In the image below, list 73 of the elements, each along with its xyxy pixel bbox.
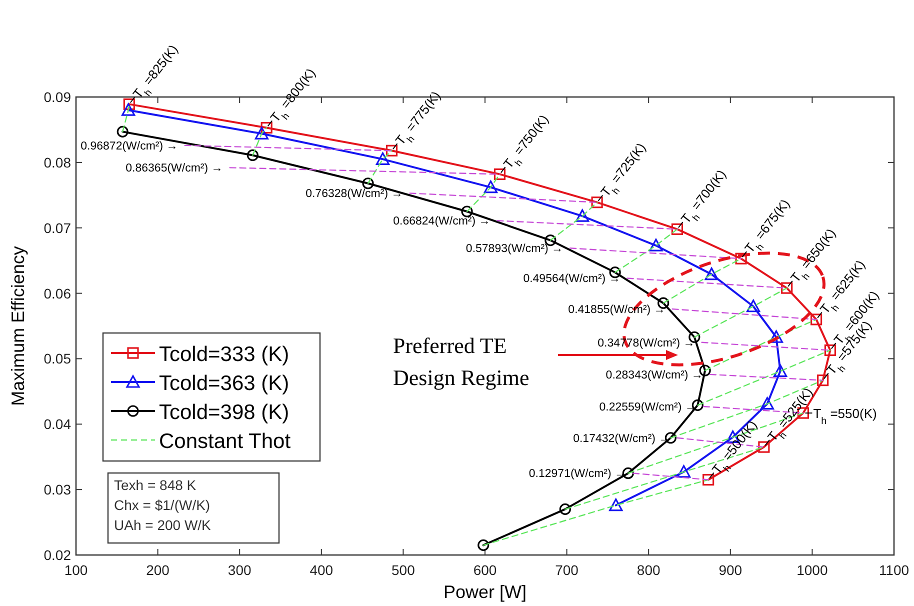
point [658,297,670,309]
point [769,330,784,343]
point [116,126,128,138]
point [254,126,268,140]
x-tick-label: 200 [146,562,170,578]
point [591,196,603,208]
y-tick-label: 0.08 [44,154,72,170]
point [676,465,691,478]
point [781,282,793,294]
x-tick-label: 700 [555,562,579,578]
point [758,441,770,453]
annotation: 0.28343(W/cm²) → [606,369,703,382]
x-tick-label: 600 [473,562,497,578]
legend-label: Constant Thot [159,430,291,453]
annotation: T$_{h}$ =550(K) [813,406,877,427]
y-tick-label: 0.09 [44,89,72,105]
annotation: Preferred TE Design Regime [393,333,530,390]
annotation: UAh = 200 W/K [114,517,212,533]
point [246,149,258,162]
annotation: 0.49564(W/cm²) → [523,273,620,286]
point [559,503,571,515]
point [746,300,760,312]
point [702,474,714,486]
annotation: 0.41855(W/cm²) → [568,304,666,316]
point [376,152,390,165]
annotation: 0.66824(W/cm²) → [393,216,490,228]
x-tick-label: 400 [310,562,334,578]
annotation: 0.86365(W/cm²) → [126,162,223,175]
legend-label: Tcold=398 (K) [159,401,290,424]
point [386,144,398,156]
point [774,364,788,377]
y-tick-label: 0.02 [44,547,72,563]
annotation: 0.76328(W/cm²) → [306,188,403,200]
y-tick-label: 0.07 [44,220,72,236]
point [609,498,623,512]
y-tick-label: 0.04 [44,416,72,432]
y-axis-title: Maximum Efficiency [8,246,28,406]
x-tick-label: 100 [64,562,88,578]
point [704,268,718,280]
x-tick-label: 1000 [796,562,828,578]
x-tick-label: 500 [392,562,416,578]
point [576,209,590,222]
point [609,266,621,278]
x-axis-title: Power [W] [443,582,527,602]
point [760,397,774,410]
point [810,314,822,326]
point [735,252,747,264]
y-tick-label: 0.06 [44,285,72,302]
x-tick-label: 1100 [878,562,910,578]
point [122,103,136,116]
legend-label: Tcold=363 (K) [159,372,290,395]
point [649,238,663,252]
annotation: Chx = $1/(W/K) [114,497,210,513]
annotation: 0.96872(W/cm²) → [80,140,178,152]
point [478,539,490,551]
point [699,364,711,376]
point [260,122,272,134]
y-tick-label: 0.03 [44,482,72,498]
point [494,168,506,180]
point [824,344,836,356]
x-tick-label: 900 [718,562,742,578]
legend-label: Tcold=333 (K) [159,343,290,366]
annotation: Texh = 848 K [114,477,197,493]
y-tick-label: 0.05 [44,350,72,367]
point [817,374,829,386]
point [688,331,700,343]
x-tick-label: 300 [228,562,252,578]
annotation: 0.57893(W/cm²) → [466,243,564,256]
x-tick-label: 800 [636,562,660,578]
point [362,178,374,190]
point [123,98,135,110]
point [671,223,684,235]
point [484,180,498,194]
